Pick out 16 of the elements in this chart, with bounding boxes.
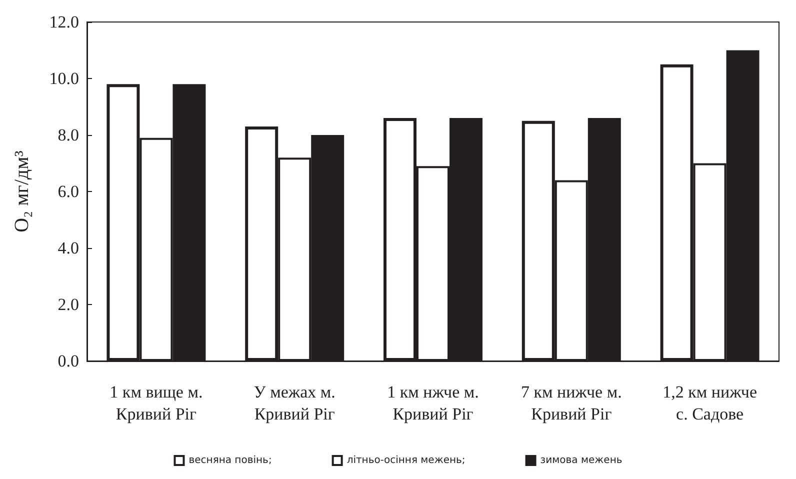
y-tick-label: 0.0 [58, 352, 79, 370]
y-tick-label: 8.0 [58, 126, 79, 144]
x-tick-label: 1 км вище м. Кривий Ріг [110, 382, 203, 424]
y-tick-label: 6.0 [58, 182, 79, 201]
y-tick-label: 2.0 [58, 295, 79, 314]
y-tick-label: 10.0 [49, 69, 79, 88]
x-tick-label: 1 км нжче м. Кривий Ріг [387, 382, 479, 424]
legend-label: зимова межень [540, 455, 622, 466]
y-tick-label: 12.0 [49, 12, 79, 32]
y-axis-title: O₂ мг/дм³ [11, 150, 33, 232]
x-tick-label: 7 км нижче м. Кривий Ріг [520, 382, 622, 424]
y-tick-label: 4.0 [58, 238, 79, 258]
x-tick-label: У межах м. Кривий Ріг [254, 382, 336, 424]
legend-label: весняна повінь; [188, 455, 272, 466]
x-tick-label: 1,2 км нижче с. Садове [662, 382, 757, 424]
legend-label: літньо-осіння межень; [346, 455, 466, 466]
